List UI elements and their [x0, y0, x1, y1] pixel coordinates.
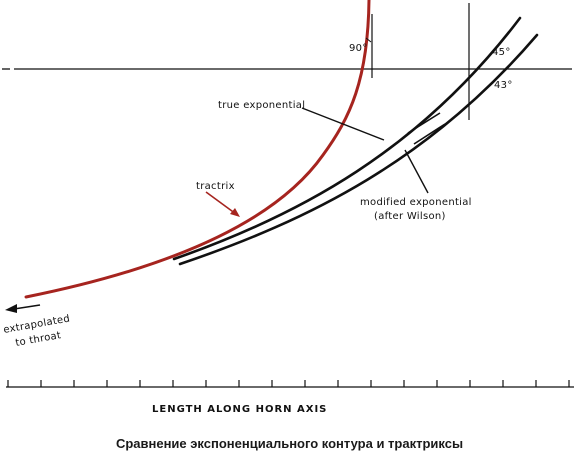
label-modified-exponential: modified exponential — [360, 197, 472, 208]
extrapolated-arrow-shaft — [13, 304, 41, 310]
label-after-wilson: (after Wilson) — [374, 211, 446, 222]
leader-90 — [365, 37, 372, 43]
leader-tractrix — [205, 191, 237, 215]
length-axis-label: LENGTH ALONG HORN AXIS — [152, 404, 327, 415]
leader-tractrix-arrowhead — [230, 208, 240, 217]
length-axis-ticks — [7, 380, 570, 387]
label-true-exponential: true exponential — [218, 100, 305, 111]
leader-true-exponential — [301, 107, 385, 141]
modified-exponential-curve — [178, 33, 539, 266]
tractrix-curve — [24, 0, 371, 299]
label-43: 43° — [494, 80, 513, 91]
label-tractrix: tractrix — [196, 181, 235, 192]
label-extrapolated: extrapolated — [3, 313, 71, 336]
tangent-tick-45 — [407, 112, 441, 134]
label-90: 90° — [349, 43, 368, 54]
horn-contour-diagram: 90° 45° 43° true exponential tractrix mo… — [2, 0, 574, 415]
true-exponential-curve — [172, 16, 522, 261]
leader-modified-exponential — [404, 149, 429, 194]
figure-caption: Сравнение экспоненциального контура и тр… — [115, 436, 464, 451]
extrapolated-arrowhead — [5, 304, 17, 313]
tangent-tick-43 — [413, 123, 446, 145]
label-45: 45° — [492, 47, 511, 58]
